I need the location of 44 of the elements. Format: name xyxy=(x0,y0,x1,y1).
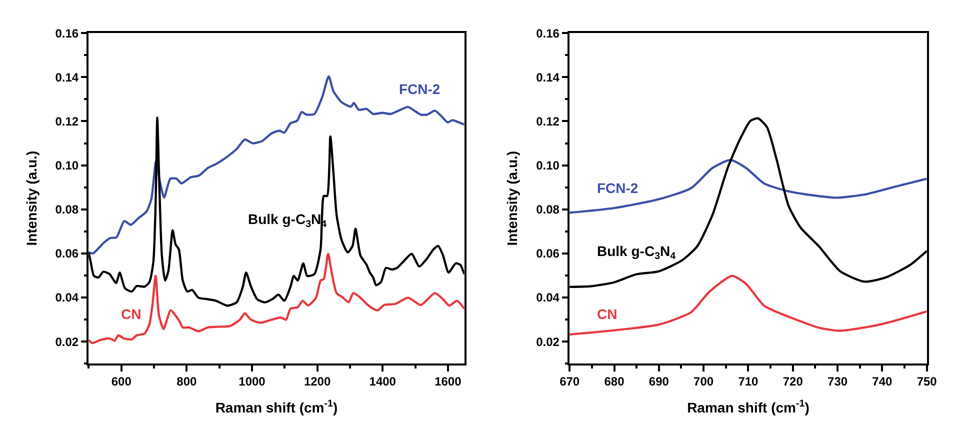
x-tick-label: 690 xyxy=(648,374,670,389)
x-tick-label: 1400 xyxy=(369,374,396,389)
y-tick-label: 0.04 xyxy=(55,290,79,305)
line-series xyxy=(570,158,927,214)
y-tick-label: 0.02 xyxy=(55,334,79,349)
y-axis-title: Intensity (a.u.) xyxy=(504,150,520,246)
x-tick-label: 740 xyxy=(872,374,893,389)
series-label: CN xyxy=(121,306,142,322)
line-series xyxy=(88,75,464,255)
x-axis-title: Raman shift (cm$^{-1}$) xyxy=(215,398,338,416)
x-axis-title: Raman shift (cm$^{-1}$) xyxy=(687,398,810,416)
y-tick-label: 0.06 xyxy=(55,246,79,261)
x-tick-label: 1000 xyxy=(238,374,266,389)
y-tick-label: 0.14 xyxy=(536,70,560,84)
x-tick-label: 720 xyxy=(782,374,804,389)
series-label: FCN-2 xyxy=(597,180,638,196)
line-series xyxy=(88,252,464,344)
y-tick-label: 0.06 xyxy=(536,246,560,261)
y-tick-label: 0.10 xyxy=(55,158,79,172)
y-tick-label: 0.02 xyxy=(536,334,560,349)
x-tick-label: 730 xyxy=(828,374,848,389)
y-tick-label: 0.16 xyxy=(55,26,79,40)
x-tick-label: 1600 xyxy=(434,374,462,389)
x-tick-label: 750 xyxy=(916,374,938,389)
y-axis-title: Intensity (a.u.) xyxy=(23,150,40,246)
x-tick-label: 600 xyxy=(111,374,132,389)
y-tick-label: 0.16 xyxy=(536,26,560,40)
series-label: CN xyxy=(597,306,618,322)
x-tick-label: 1200 xyxy=(304,374,331,389)
x-tick-label: 700 xyxy=(694,374,714,389)
x-tick-label: 680 xyxy=(604,374,625,389)
y-tick-label: 0.12 xyxy=(536,114,560,128)
x-tick-label: 710 xyxy=(738,374,759,389)
y-tick-label: 0.10 xyxy=(536,158,560,172)
series-label: Bulk g-C$_{3}$N$_{4}$ xyxy=(597,243,676,262)
x-tick-label: 800 xyxy=(176,374,197,389)
series-label: FCN-2 xyxy=(399,81,440,97)
y-tick-label: 0.08 xyxy=(55,202,79,217)
y-tick-label: 0.14 xyxy=(55,70,79,84)
y-tick-label: 0.08 xyxy=(536,202,560,217)
y-tick-label: 0.04 xyxy=(536,290,560,305)
y-tick-label: 0.12 xyxy=(55,114,79,128)
x-tick-label: 670 xyxy=(560,374,580,389)
line-series xyxy=(570,274,927,336)
